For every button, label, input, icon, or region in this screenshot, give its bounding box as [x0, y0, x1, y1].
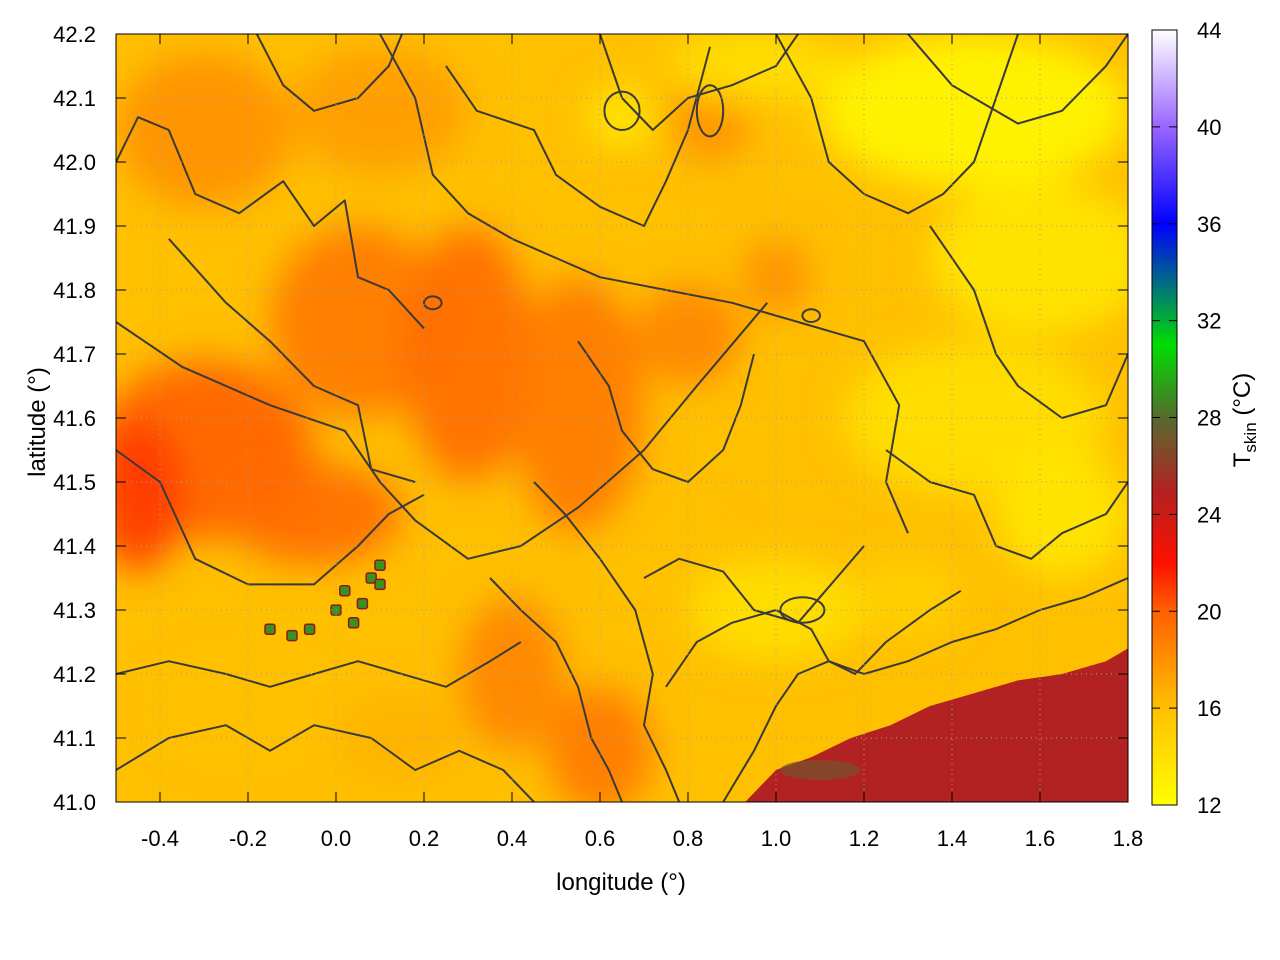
contour-line	[885, 449, 1128, 560]
colorbar-ticks	[1152, 29, 1177, 806]
gridlines	[116, 34, 1129, 802]
colorbar-tick-labels: 12 16 20 24 28 32 36 40 44	[1197, 18, 1221, 818]
y-tick-label: 41.7	[53, 342, 96, 367]
y-tick-label: 41.8	[53, 278, 96, 303]
x-tick-labels: -0.4 -0.2 0.0 0.2 0.4 0.6 0.8 1.0 1.2 1.4 1.6 1.8	[141, 826, 1143, 851]
contour-line	[929, 225, 1128, 419]
y-tick-label: 41.6	[53, 406, 96, 431]
x-tick-label: 1.4	[937, 826, 968, 851]
y-tick-label: 41.3	[53, 598, 96, 623]
heatmap	[116, 34, 1128, 802]
colorbar-tick-label: 12	[1197, 793, 1221, 818]
hotspot-mark	[264, 623, 276, 635]
contour-line	[489, 577, 623, 802]
contour-loop	[779, 596, 826, 624]
hotspot-mark	[365, 572, 377, 584]
contour-loop	[423, 295, 443, 311]
contour-line	[116, 641, 522, 688]
contour-loop	[695, 84, 725, 138]
hotspot-mark	[374, 578, 386, 591]
x-axis-label: longitude (°)	[556, 869, 686, 896]
colorbar-tick-label: 28	[1197, 406, 1221, 431]
colorbar-tick-label: 36	[1197, 212, 1221, 237]
contour-line	[445, 46, 711, 227]
contour-line	[665, 589, 962, 688]
y-tick-label: 41.4	[53, 534, 96, 559]
colorbar-tick-label: 20	[1197, 599, 1221, 624]
contour-line	[116, 724, 535, 802]
contour-lines	[116, 34, 1128, 802]
sea-coastal-patch	[780, 760, 860, 780]
contour-line	[577, 340, 755, 483]
x-tick-label: -0.4	[141, 826, 179, 851]
hotspot-mark	[303, 623, 316, 635]
contour-loop	[603, 90, 641, 132]
x-tick-label: 1.0	[761, 826, 792, 851]
contour-line	[643, 545, 865, 624]
colorbar-label-unit: (°C)	[1229, 373, 1256, 423]
x-tick-label: 0.4	[497, 826, 528, 851]
y-tick-label: 42.1	[53, 86, 96, 111]
x-tick-label: 0.8	[673, 826, 704, 851]
contour-line	[116, 116, 425, 330]
y-tick-label: 42.0	[53, 150, 96, 175]
colorbar-tick-label: 44	[1197, 18, 1221, 43]
contour-loop	[801, 308, 822, 324]
contour-line	[116, 302, 768, 560]
hotspot-mark	[339, 585, 351, 597]
x-tick-label: 0.0	[321, 826, 352, 851]
colorbar: 12 16 20 24 28 32 36 40 44 Tskin (°C)	[1151, 18, 1260, 818]
x-tick-label: 1.2	[849, 826, 880, 851]
hotspot-mark	[356, 597, 369, 610]
colorbar-label: Tskin (°C)	[1229, 373, 1260, 468]
x-tick-label: 0.6	[585, 826, 616, 851]
colorbar-tick-label: 16	[1197, 696, 1221, 721]
y-tick-label: 41.2	[53, 662, 96, 687]
y-tick-label: 42.2	[53, 22, 96, 47]
x-tick-label: 0.2	[409, 826, 440, 851]
contour-line	[168, 238, 416, 483]
y-tick-label: 41.5	[53, 470, 96, 495]
contour-line	[533, 481, 681, 802]
colorbar-tick-label: 24	[1197, 502, 1221, 527]
contour-line	[722, 577, 1128, 802]
axis-ticks	[116, 33, 1129, 803]
y-axis-label: latitude (°)	[24, 367, 51, 477]
hotspot-mark	[286, 629, 298, 642]
y-tick-label: 41.1	[53, 726, 96, 751]
colorbar-label-main: T	[1229, 452, 1256, 467]
x-tick-label: 1.8	[1113, 826, 1144, 851]
y-tick-label: 41.0	[53, 790, 96, 815]
urban-hotspots	[264, 559, 386, 642]
colorbar-label-sub: skin	[1241, 422, 1260, 452]
hotspot-mark	[347, 617, 360, 629]
contour-line	[907, 34, 1128, 125]
x-tick-label: 1.6	[1025, 826, 1056, 851]
x-tick-label: -0.2	[229, 826, 267, 851]
colorbar-tick-label: 32	[1197, 309, 1221, 334]
contour-line	[775, 34, 1019, 215]
y-tick-labels: 41.0 41.1 41.2 41.3 41.4 41.5 41.6 41.7 41.8 41.9…	[53, 22, 96, 815]
hotspot-mark	[374, 559, 386, 571]
y-tick-label: 41.9	[53, 214, 96, 239]
contour-line	[116, 449, 425, 586]
colorbar-tick-label: 40	[1197, 115, 1221, 140]
contour-line	[379, 34, 909, 534]
